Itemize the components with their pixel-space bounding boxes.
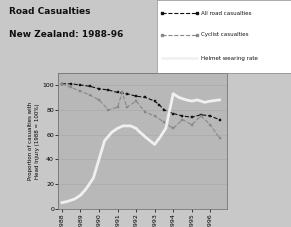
Text: All road casualties: All road casualties (201, 11, 252, 16)
Y-axis label: Proportion of casualties with
Head Injury (1988 = 100%): Proportion of casualties with Head Injur… (29, 102, 40, 180)
Text: New Zealand: 1988-96: New Zealand: 1988-96 (9, 30, 123, 39)
Text: Cyclist casualties: Cyclist casualties (201, 32, 249, 37)
Text: Road Casualties: Road Casualties (9, 7, 90, 16)
Text: Helmet wearing rate: Helmet wearing rate (201, 56, 258, 61)
